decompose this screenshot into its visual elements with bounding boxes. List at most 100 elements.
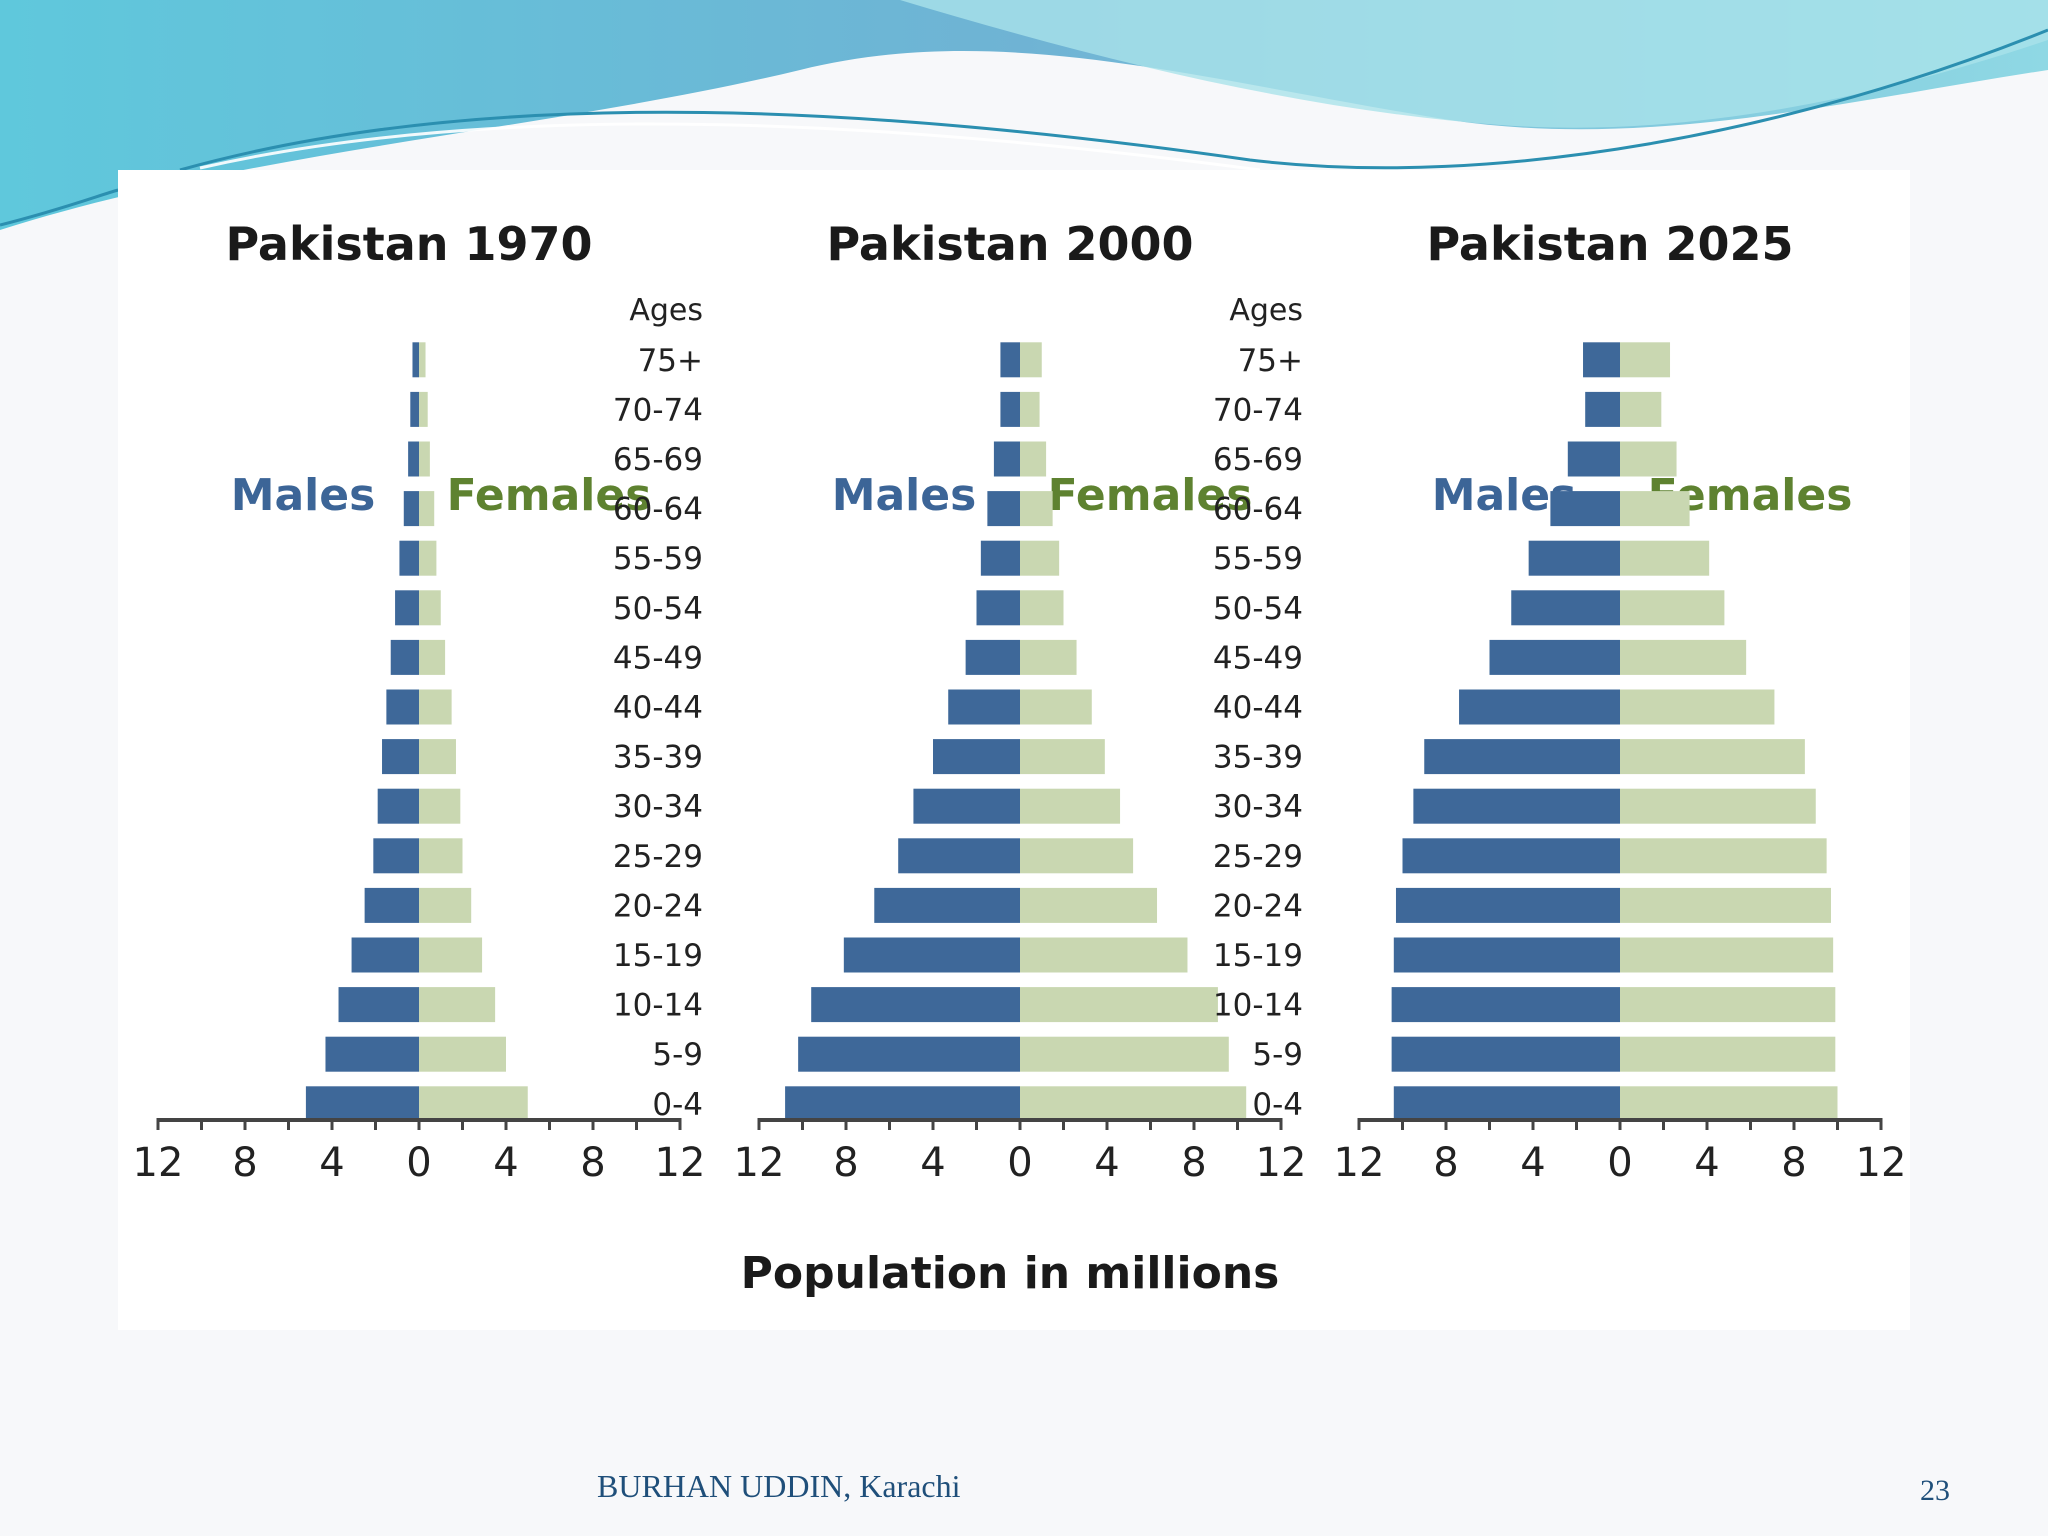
- pyramid-2-male-bar-30-34: [913, 788, 1020, 824]
- pyramid-2-tick-label-2: 4: [920, 1140, 945, 1186]
- footer-author: BURHAN UDDIN, Karachi: [597, 1468, 961, 1504]
- pyramid-2-female-bar-60-64: [1020, 491, 1053, 527]
- pyramid-1-tick-label-0: 12: [133, 1140, 184, 1186]
- pyramid-3-male-bar-50-54: [1511, 590, 1620, 626]
- ages-right-label-65-69: 65-69: [1213, 442, 1303, 478]
- pyramid-3-male-bar-30-34: [1413, 788, 1620, 824]
- page-number: 23: [1920, 1474, 1950, 1507]
- pyramid-2-male-bar-20-24: [874, 887, 1020, 923]
- pyramid-1-male-bar-30-34: [377, 788, 419, 824]
- pyramid-3-female-bar-60-64: [1620, 491, 1690, 527]
- pyramid-1-female-bar-5-9: [419, 1036, 506, 1072]
- pyramid-1-female-bar-10-14: [419, 987, 496, 1023]
- pyramid-1-tick-label-6: 12: [655, 1140, 706, 1186]
- ages-left-label-20-24: 20-24: [613, 888, 703, 924]
- ages-right-label-0-4: 0-4: [1252, 1087, 1303, 1123]
- ages-left-label-0-4: 0-4: [652, 1087, 703, 1123]
- pyramid-1-female-bar-55-59: [419, 540, 437, 576]
- pyramid-1-male-bar-15-19: [351, 937, 419, 973]
- pyramid-2-male-bar-10-14: [811, 987, 1020, 1023]
- ages-right-label-45-49: 45-49: [1213, 640, 1303, 676]
- pyramid-3-female-bar-45-49: [1620, 639, 1747, 675]
- pyramid-1-tick-label-4: 4: [493, 1140, 518, 1186]
- pyramid-2-female-bar-20-24: [1020, 887, 1158, 923]
- pyramid-3-female-bar-0-4: [1620, 1086, 1838, 1122]
- pyramid-2-female-bar-55-59: [1020, 540, 1060, 576]
- pyramid-3-male-bar-45-49: [1489, 639, 1620, 675]
- pyramid-1-female-bar-25-29: [419, 838, 463, 874]
- pyramid-3-female-bar-15-19: [1620, 937, 1834, 973]
- pyramid-3-tick-label-1: 8: [1433, 1140, 1458, 1186]
- pyramid-1-male-bar-0-4: [305, 1086, 419, 1122]
- pyramid-1-male-bar-75+: [412, 342, 419, 378]
- pyramid-2-female-bar-70-74: [1020, 391, 1040, 427]
- pyramid-2-female-bar-0-4: [1020, 1086, 1247, 1122]
- ages-left-label-50-54: 50-54: [613, 591, 703, 627]
- pyramid-3-male-bar-70-74: [1585, 391, 1620, 427]
- ages-right-label-60-64: 60-64: [1213, 492, 1303, 528]
- pyramid-2-male-bar-60-64: [987, 491, 1020, 527]
- pyramid-3-tick-label-6: 12: [1856, 1140, 1907, 1186]
- pyramid-2-male-bar-25-29: [898, 838, 1020, 874]
- pyramid-2-tick-label-6: 12: [1256, 1140, 1307, 1186]
- pyramid-3-female-bar-70-74: [1620, 391, 1662, 427]
- pyramid-3-female-bar-55-59: [1620, 540, 1710, 576]
- ages-right-header: Ages: [1229, 293, 1303, 328]
- pyramid-2-male-bar-55-59: [980, 540, 1020, 576]
- pyramid-1-tick-label-5: 8: [580, 1140, 605, 1186]
- pyramid-1-male-bar-40-44: [386, 689, 419, 725]
- pyramid-2-female-bar-30-34: [1020, 788, 1121, 824]
- pyramid-2-tick-label-4: 4: [1094, 1140, 1119, 1186]
- ages-right-label-25-29: 25-29: [1213, 839, 1303, 875]
- ages-left-label-5-9: 5-9: [652, 1037, 703, 1073]
- pyramid-2-females-label: Females: [1048, 470, 1253, 521]
- ages-left-label-15-19: 15-19: [613, 938, 703, 974]
- pyramid-2-female-bar-50-54: [1020, 590, 1064, 626]
- pyramid-2-female-bar-45-49: [1020, 639, 1077, 675]
- pyramid-1-male-bar-35-39: [382, 739, 419, 775]
- pyramid-1-male-bar-70-74: [410, 391, 419, 427]
- pyramid-1-female-bar-0-4: [419, 1086, 528, 1122]
- pyramid-1-female-bar-60-64: [419, 491, 435, 527]
- pyramid-1-female-bar-20-24: [419, 887, 472, 923]
- ages-left-label-10-14: 10-14: [613, 988, 703, 1024]
- pyramid-1-female-bar-70-74: [419, 391, 428, 427]
- pyramid-2-male-bar-45-49: [965, 639, 1020, 675]
- pyramid-3-male-bar-55-59: [1528, 540, 1620, 576]
- pyramid-2-male-bar-65-69: [993, 441, 1020, 477]
- pyramid-1-male-bar-50-54: [395, 590, 419, 626]
- ages-left-header: Ages: [629, 293, 703, 328]
- pyramid-3-female-bar-10-14: [1620, 987, 1836, 1023]
- pyramid-3-tick-label-4: 4: [1694, 1140, 1719, 1186]
- pyramid-2-female-bar-40-44: [1020, 689, 1092, 725]
- pyramid-3-male-bar-35-39: [1424, 739, 1620, 775]
- population-pyramids: Pakistan 1970 Males Females 12 8 4 0 4 8 12 Pakist…: [133, 217, 1907, 1299]
- chart-panel: Pakistan 1970 Males Females 12 8 4 0 4 8 12 Pakist…: [118, 170, 1910, 1330]
- pyramid-1-male-bar-20-24: [364, 887, 419, 923]
- pyramid-1-female-bar-75+: [419, 342, 426, 378]
- pyramid-3-female-bar-5-9: [1620, 1036, 1836, 1072]
- pyramid-1-male-bar-65-69: [408, 441, 419, 477]
- pyramid-1-female-bar-15-19: [419, 937, 483, 973]
- ages-right-label-30-34: 30-34: [1213, 789, 1303, 825]
- pyramid-1-female-bar-65-69: [419, 441, 430, 477]
- pyramid-3-female-bar-20-24: [1620, 887, 1831, 923]
- ages-left-label-60-64: 60-64: [613, 492, 703, 528]
- pyramid-3-female-bar-35-39: [1620, 739, 1805, 775]
- pyramid-3-male-bar-20-24: [1395, 887, 1620, 923]
- pyramid-3-male-bar-60-64: [1550, 491, 1620, 527]
- pyramid-2-male-bar-15-19: [843, 937, 1020, 973]
- pyramid-3-male-bar-75+: [1583, 342, 1620, 378]
- pyramid-3-male-bar-65-69: [1567, 441, 1620, 477]
- pyramid-3-tick-label-0: 12: [1334, 1140, 1385, 1186]
- pyramid-3-female-bar-65-69: [1620, 441, 1677, 477]
- pyramid-2-tick-label-1: 8: [833, 1140, 858, 1186]
- ages-left-label-25-29: 25-29: [613, 839, 703, 875]
- ages-right-label-50-54: 50-54: [1213, 591, 1303, 627]
- ages-left-label-30-34: 30-34: [613, 789, 703, 825]
- pyramid-3-female-bar-40-44: [1620, 689, 1775, 725]
- pyramid-2-female-bar-15-19: [1020, 937, 1188, 973]
- pyramid-2-males-label: Males: [832, 470, 977, 521]
- x-axis-title: Population in millions: [741, 1248, 1280, 1299]
- ages-right-label-35-39: 35-39: [1213, 740, 1303, 776]
